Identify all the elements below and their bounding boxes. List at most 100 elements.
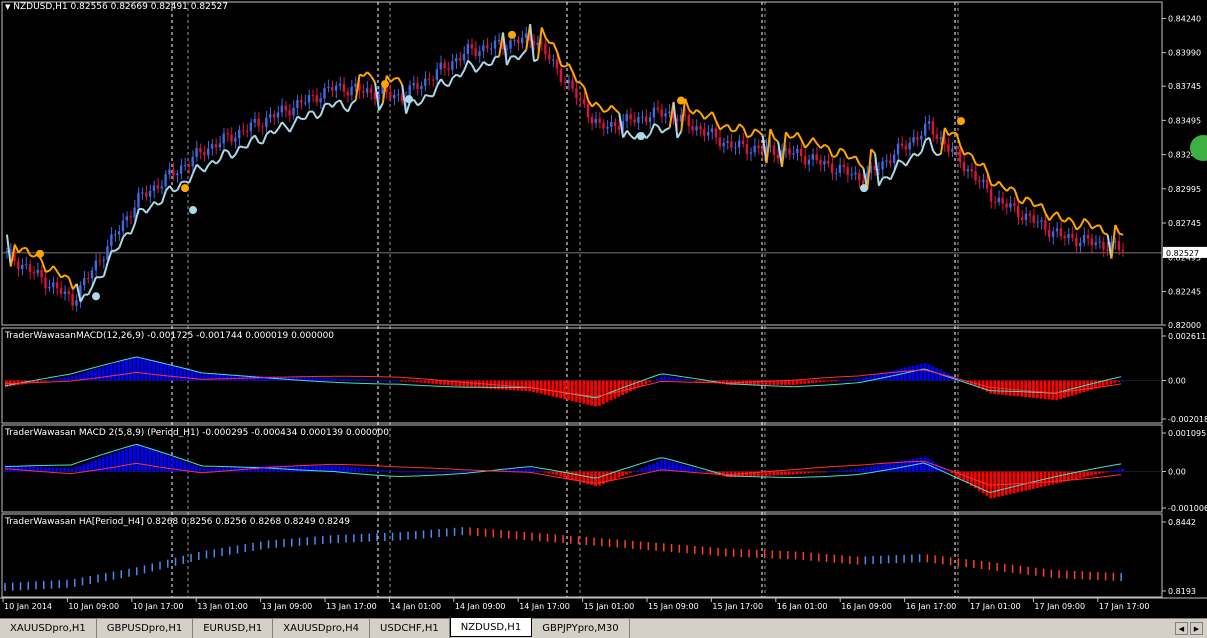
candle-body: [354, 83, 357, 87]
scroll-left-icon[interactable]: ◀: [1175, 622, 1188, 635]
candle-body: [846, 167, 849, 176]
macd1-axis-label-2: -0.002018: [1168, 415, 1207, 424]
candle-body: [226, 133, 229, 135]
macd2-hist-bar: [20, 466, 24, 472]
macd2-hist-bar: [613, 471, 617, 480]
macd1-hist-bar: [373, 379, 377, 381]
macd2-hist-bar: [1031, 471, 1035, 489]
macd2-hist-bar: [256, 465, 260, 472]
macd1-hist-bar: [361, 379, 365, 381]
candle-body: [241, 129, 245, 131]
candle-body: [249, 122, 253, 132]
macd1-hist-bar: [547, 380, 551, 396]
macd1-hist-bar: [826, 380, 830, 382]
trailing-stop-segment: [1037, 202, 1043, 207]
macd2-hist-bar: [427, 471, 431, 473]
macd1-hist-bar: [36, 380, 39, 382]
macd1-hist-bar: [993, 380, 997, 395]
candle-body: [660, 109, 663, 117]
trailing-stop-segment: [905, 158, 911, 167]
tab-1[interactable]: GBPUSDpro,H1: [97, 619, 194, 638]
candle-body: [276, 112, 280, 118]
candle-body: [939, 137, 942, 139]
candle-body: [1098, 241, 1101, 243]
trailing-stop-segment: [536, 27, 543, 60]
macd2-hist-bar: [175, 458, 179, 472]
chart-svg[interactable]: 10 Jan 2014 10 Jan 09:00 10 Jan 17:00 13 Ja…: [0, 0, 1207, 618]
candle-body: [710, 128, 714, 133]
macd1-hist-bar: [82, 372, 86, 381]
trailing-stop-segment: [378, 102, 384, 111]
tab-6[interactable]: GBPJPYpro,M30: [532, 619, 630, 638]
macd2-hist-bar: [101, 457, 105, 472]
macd1-hist-bar: [377, 379, 380, 381]
candle-body: [52, 282, 55, 288]
trailing-stop-segment: [265, 129, 272, 135]
macd2-hist-bar: [1121, 468, 1124, 472]
candle-body: [117, 231, 121, 235]
candle-body: [148, 190, 152, 197]
triangle-down-icon[interactable]: ▼: [5, 3, 11, 11]
signal-dot-4: [381, 80, 389, 89]
macd2-hist-bar: [334, 465, 338, 472]
tab-2[interactable]: EURUSD,H1: [193, 619, 274, 638]
macd1-hist-bar: [419, 380, 423, 383]
tab-4[interactable]: USDCHF,H1: [370, 619, 450, 638]
signal-dot-0: [36, 249, 44, 258]
trailing-stop-segment: [397, 77, 404, 86]
macd1-hist-bar: [566, 380, 570, 401]
trailing-stop-segment: [196, 163, 202, 170]
macd2-hist-bar: [873, 465, 876, 472]
macd2-hist-bar: [780, 471, 783, 476]
macd1-hist-bar: [675, 377, 679, 381]
macd1-hist-bar: [834, 380, 838, 382]
candle-body: [362, 90, 365, 93]
tab-0[interactable]: XAUUSDpro,H1: [0, 619, 97, 638]
tab-5[interactable]: NZDUSD,H1: [449, 618, 533, 637]
candle-body: [838, 164, 842, 173]
macd1-hist-bar: [342, 378, 346, 381]
trailing-stop-segment: [645, 133, 652, 139]
candle-body: [13, 250, 16, 262]
macd1-hist-bar: [904, 367, 907, 381]
trailing-stop-segment: [417, 101, 423, 107]
candle-body: [284, 105, 287, 111]
macd1-hist-bar: [842, 379, 845, 381]
macd1-hist-bar: [524, 380, 528, 392]
macd2-hist-bar: [609, 471, 613, 481]
macd1-hist-bar: [140, 357, 144, 381]
trailing-stop-segment: [726, 124, 733, 132]
macd1-hist-bar: [431, 380, 435, 384]
macd2-hist-bar: [342, 466, 346, 472]
macd1-hist-bar: [28, 380, 32, 384]
candle-body: [850, 174, 853, 176]
macd1-hist-bar: [229, 374, 233, 381]
trailing-stop-segment: [525, 24, 532, 51]
trailing-stop-segment: [157, 201, 163, 206]
macd2-hist-bar: [431, 471, 435, 473]
trailing-stop-segment: [463, 60, 470, 71]
chart-area[interactable]: 10 Jan 2014 10 Jan 09:00 10 Jan 17:00 13 Ja…: [0, 0, 1207, 618]
tab-3[interactable]: XAUUSDpro,H4: [273, 619, 371, 638]
trailing-stop-segment: [928, 137, 935, 152]
macd2-hist-bar: [508, 469, 512, 472]
macd2-hist-bar: [597, 471, 601, 486]
candle-body: [327, 87, 330, 89]
macd2-hist-bar: [803, 471, 807, 474]
macd2-hist-bar: [225, 467, 229, 472]
candle-body: [974, 171, 977, 181]
trailing-stop-segment: [114, 246, 120, 252]
candle-body: [768, 145, 772, 147]
trailing-stop-segment: [789, 135, 794, 139]
macd1-axis-label-0: 0.002611: [1168, 332, 1206, 341]
scroll-right-icon[interactable]: ▶: [1190, 622, 1203, 635]
macd2-hist-bar: [892, 462, 896, 472]
candle-body: [501, 40, 504, 49]
trailing-stop-segment: [858, 163, 865, 169]
candle-body: [590, 117, 594, 123]
status-indicator-icon: [1190, 135, 1207, 161]
candle-body: [598, 118, 601, 123]
macd1-hist-bar: [129, 358, 132, 381]
macd1-hist-bar: [663, 376, 667, 381]
candle-body: [427, 78, 431, 80]
